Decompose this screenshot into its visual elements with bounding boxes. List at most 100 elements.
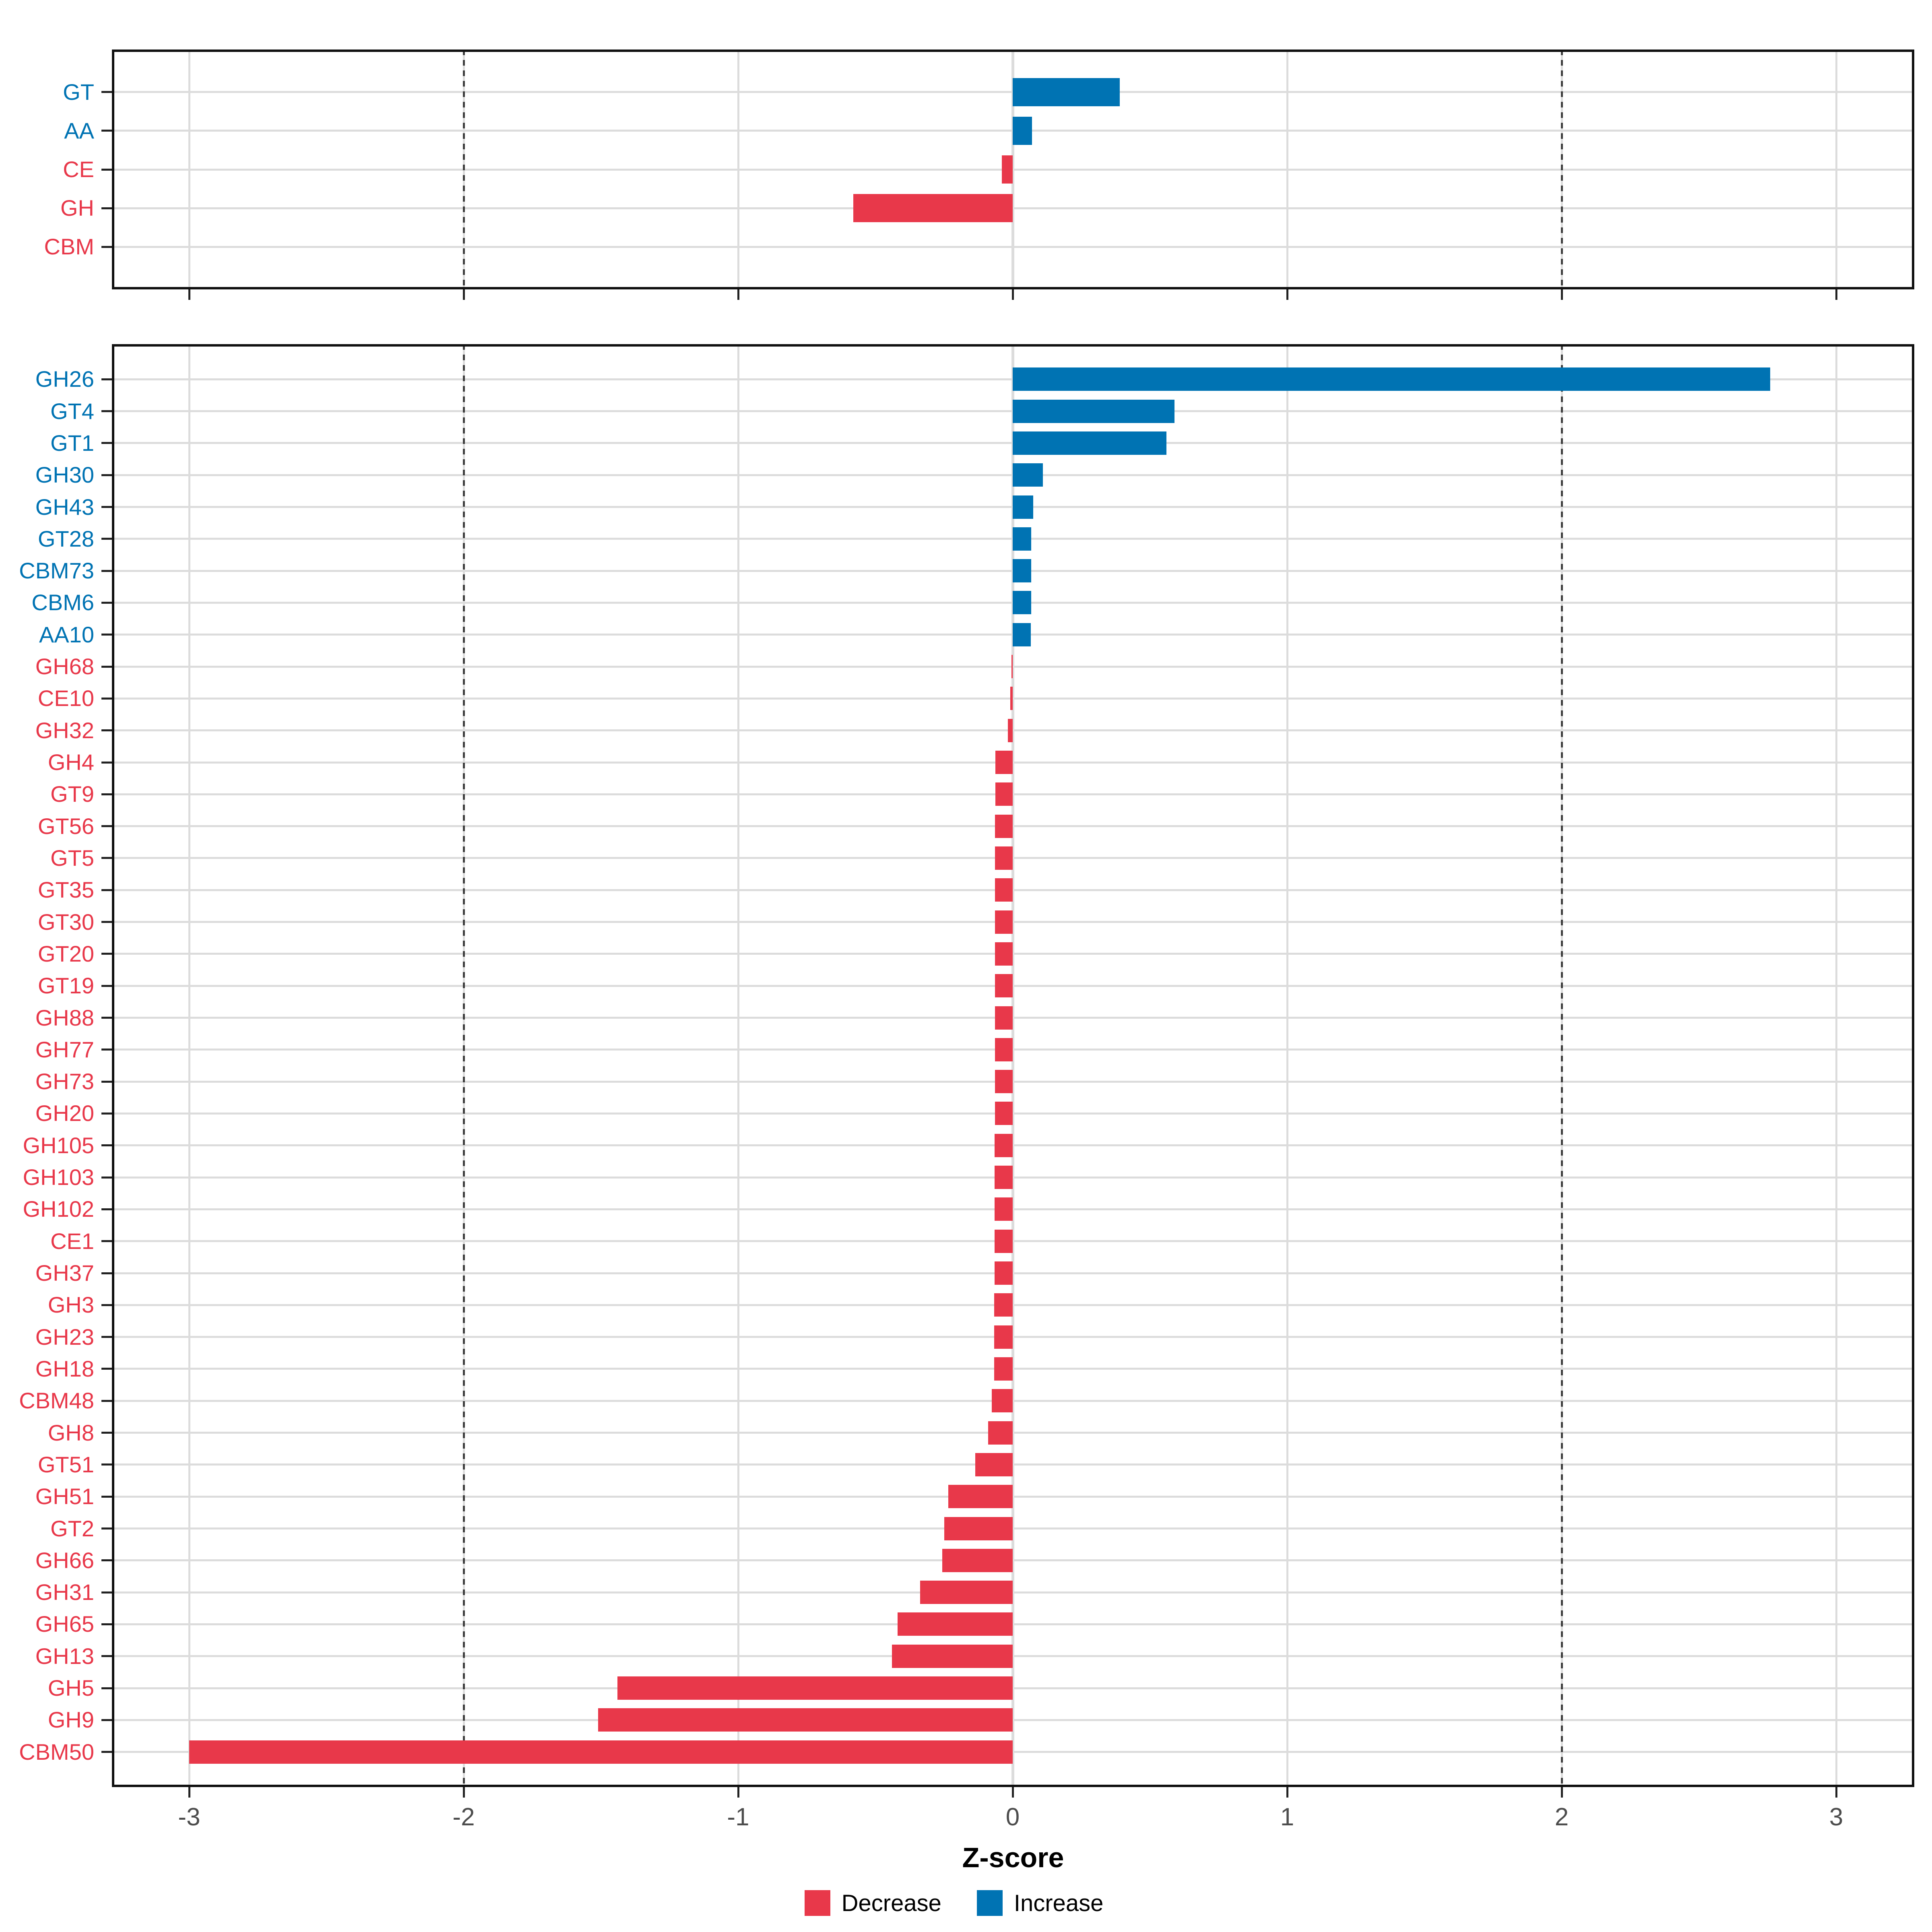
legend-swatch-decrease-icon (804, 1890, 830, 1916)
y-tick-mark (101, 762, 112, 764)
y-tick-mark (101, 130, 112, 132)
x-tick-mark (188, 289, 190, 300)
bar-GT2 (944, 1517, 1013, 1540)
legend-label-increase: Increase (1013, 1890, 1104, 1916)
gridline-vertical (1835, 50, 1837, 289)
bar-GH103 (995, 1166, 1013, 1189)
x-tick-label-0: 0 (1005, 1803, 1020, 1831)
y-tick-mark (101, 1591, 112, 1593)
gridline-vertical (737, 50, 739, 289)
bar-GH3 (994, 1293, 1013, 1317)
bar-GH105 (995, 1134, 1013, 1157)
y-tick-mark (101, 889, 112, 891)
legend-label-decrease: Decrease (841, 1890, 941, 1916)
gridline-vertical (188, 344, 190, 1787)
y-tick-mark (101, 506, 112, 508)
y-axis-label-GH77: GH77 (35, 1037, 94, 1062)
x-tick-mark (1561, 289, 1563, 300)
bar-GH102 (995, 1197, 1013, 1221)
y-axis-label-GT56: GT56 (37, 813, 94, 839)
y-axis-label-GH18: GH18 (35, 1356, 94, 1381)
y-axis-label-GH30: GH30 (35, 462, 94, 487)
y-axis-label-CBM: CBM (44, 234, 94, 259)
y-axis-label-CE10: CE10 (37, 685, 94, 711)
y-axis-label-GH103: GH103 (23, 1164, 94, 1190)
y-tick-mark (101, 1496, 112, 1498)
y-axis-label-CE: CE (63, 157, 94, 182)
bar-GT20 (995, 942, 1013, 966)
x-tick-mark (463, 289, 465, 300)
y-axis-label-GT4: GT4 (50, 398, 94, 424)
bar-GH51 (948, 1485, 1013, 1508)
y-tick-mark (101, 1623, 112, 1625)
legend: Decrease Increase (0, 1887, 1932, 1919)
bar-GH18 (994, 1357, 1013, 1381)
x-tick-label--2: -2 (452, 1803, 475, 1831)
x-tick-mark (1286, 289, 1288, 300)
bar-GT28 (1013, 527, 1031, 551)
bar-GH13 (892, 1645, 1013, 1668)
gridline-vertical (1011, 50, 1014, 289)
y-tick-mark (101, 1655, 112, 1657)
y-axis-label-AA: AA (64, 118, 94, 143)
bar-GH32 (1008, 719, 1013, 742)
x-tick-mark (737, 289, 739, 300)
y-axis-label-GH37: GH37 (35, 1260, 94, 1286)
bar-GT9 (995, 782, 1013, 806)
y-axis-label-GH9: GH9 (47, 1707, 94, 1732)
y-axis-label-GT51: GT51 (37, 1452, 94, 1477)
bar-GH65 (898, 1612, 1013, 1636)
y-axis-label-GH65: GH65 (35, 1611, 94, 1637)
bar-CBM73 (1013, 559, 1031, 582)
y-tick-mark (101, 634, 112, 636)
gridline-vertical (1286, 344, 1288, 1787)
y-tick-mark (101, 1081, 112, 1083)
y-axis-label-CE1: CE1 (50, 1228, 94, 1254)
x-tick-mark (188, 1787, 190, 1798)
x-tick-mark (1835, 1787, 1837, 1798)
y-tick-mark (101, 1144, 112, 1146)
bar-CBM6 (1013, 591, 1031, 614)
bar-GH30 (1013, 463, 1043, 487)
bar-CE (1002, 155, 1013, 184)
x-tick-mark (1286, 1787, 1288, 1798)
bar-GH8 (988, 1421, 1013, 1445)
y-tick-mark (101, 1432, 112, 1434)
y-tick-mark (101, 857, 112, 859)
y-tick-mark (101, 1751, 112, 1753)
bar-GT51 (975, 1453, 1013, 1476)
x-tick-label--3: -3 (178, 1803, 200, 1831)
gridline-vertical (188, 50, 190, 289)
x-tick-mark (1012, 1787, 1014, 1798)
y-axis-label-GH105: GH105 (23, 1133, 94, 1158)
y-tick-mark (101, 1463, 112, 1466)
bar-GT4 (1013, 400, 1174, 423)
y-axis-label-GT: GT (63, 79, 94, 105)
y-axis-label-GH5: GH5 (47, 1675, 94, 1701)
y-tick-mark (101, 442, 112, 444)
y-axis-label-GT9: GT9 (50, 781, 94, 807)
bar-CBM48 (992, 1389, 1013, 1412)
y-tick-mark (101, 1368, 112, 1370)
bar-GH5 (617, 1676, 1013, 1700)
bar-CE1 (995, 1230, 1013, 1253)
x-tick-label--1: -1 (727, 1803, 749, 1831)
y-axis-label-GT19: GT19 (37, 973, 94, 998)
y-axis-label-GT5: GT5 (50, 845, 94, 871)
y-axis-label-GH31: GH31 (35, 1579, 94, 1605)
y-tick-mark (101, 246, 112, 248)
y-axis-label-GH68: GH68 (35, 654, 94, 679)
y-axis-label-GH3: GH3 (47, 1292, 94, 1317)
y-axis-label-GH43: GH43 (35, 494, 94, 520)
y-tick-mark (101, 985, 112, 987)
dashed-reference-line (1561, 344, 1563, 1787)
x-tick-mark (1012, 289, 1014, 300)
x-tick-mark (463, 1787, 465, 1798)
x-axis-title: Z-score (962, 1842, 1064, 1873)
bar-GH20 (995, 1102, 1013, 1125)
y-axis-label-GH88: GH88 (35, 1005, 94, 1030)
y-axis-label-GT20: GT20 (37, 941, 94, 966)
bar-GT1 (1013, 431, 1166, 455)
y-tick-mark (101, 729, 112, 731)
x-tick-label-2: 2 (1554, 1803, 1569, 1831)
